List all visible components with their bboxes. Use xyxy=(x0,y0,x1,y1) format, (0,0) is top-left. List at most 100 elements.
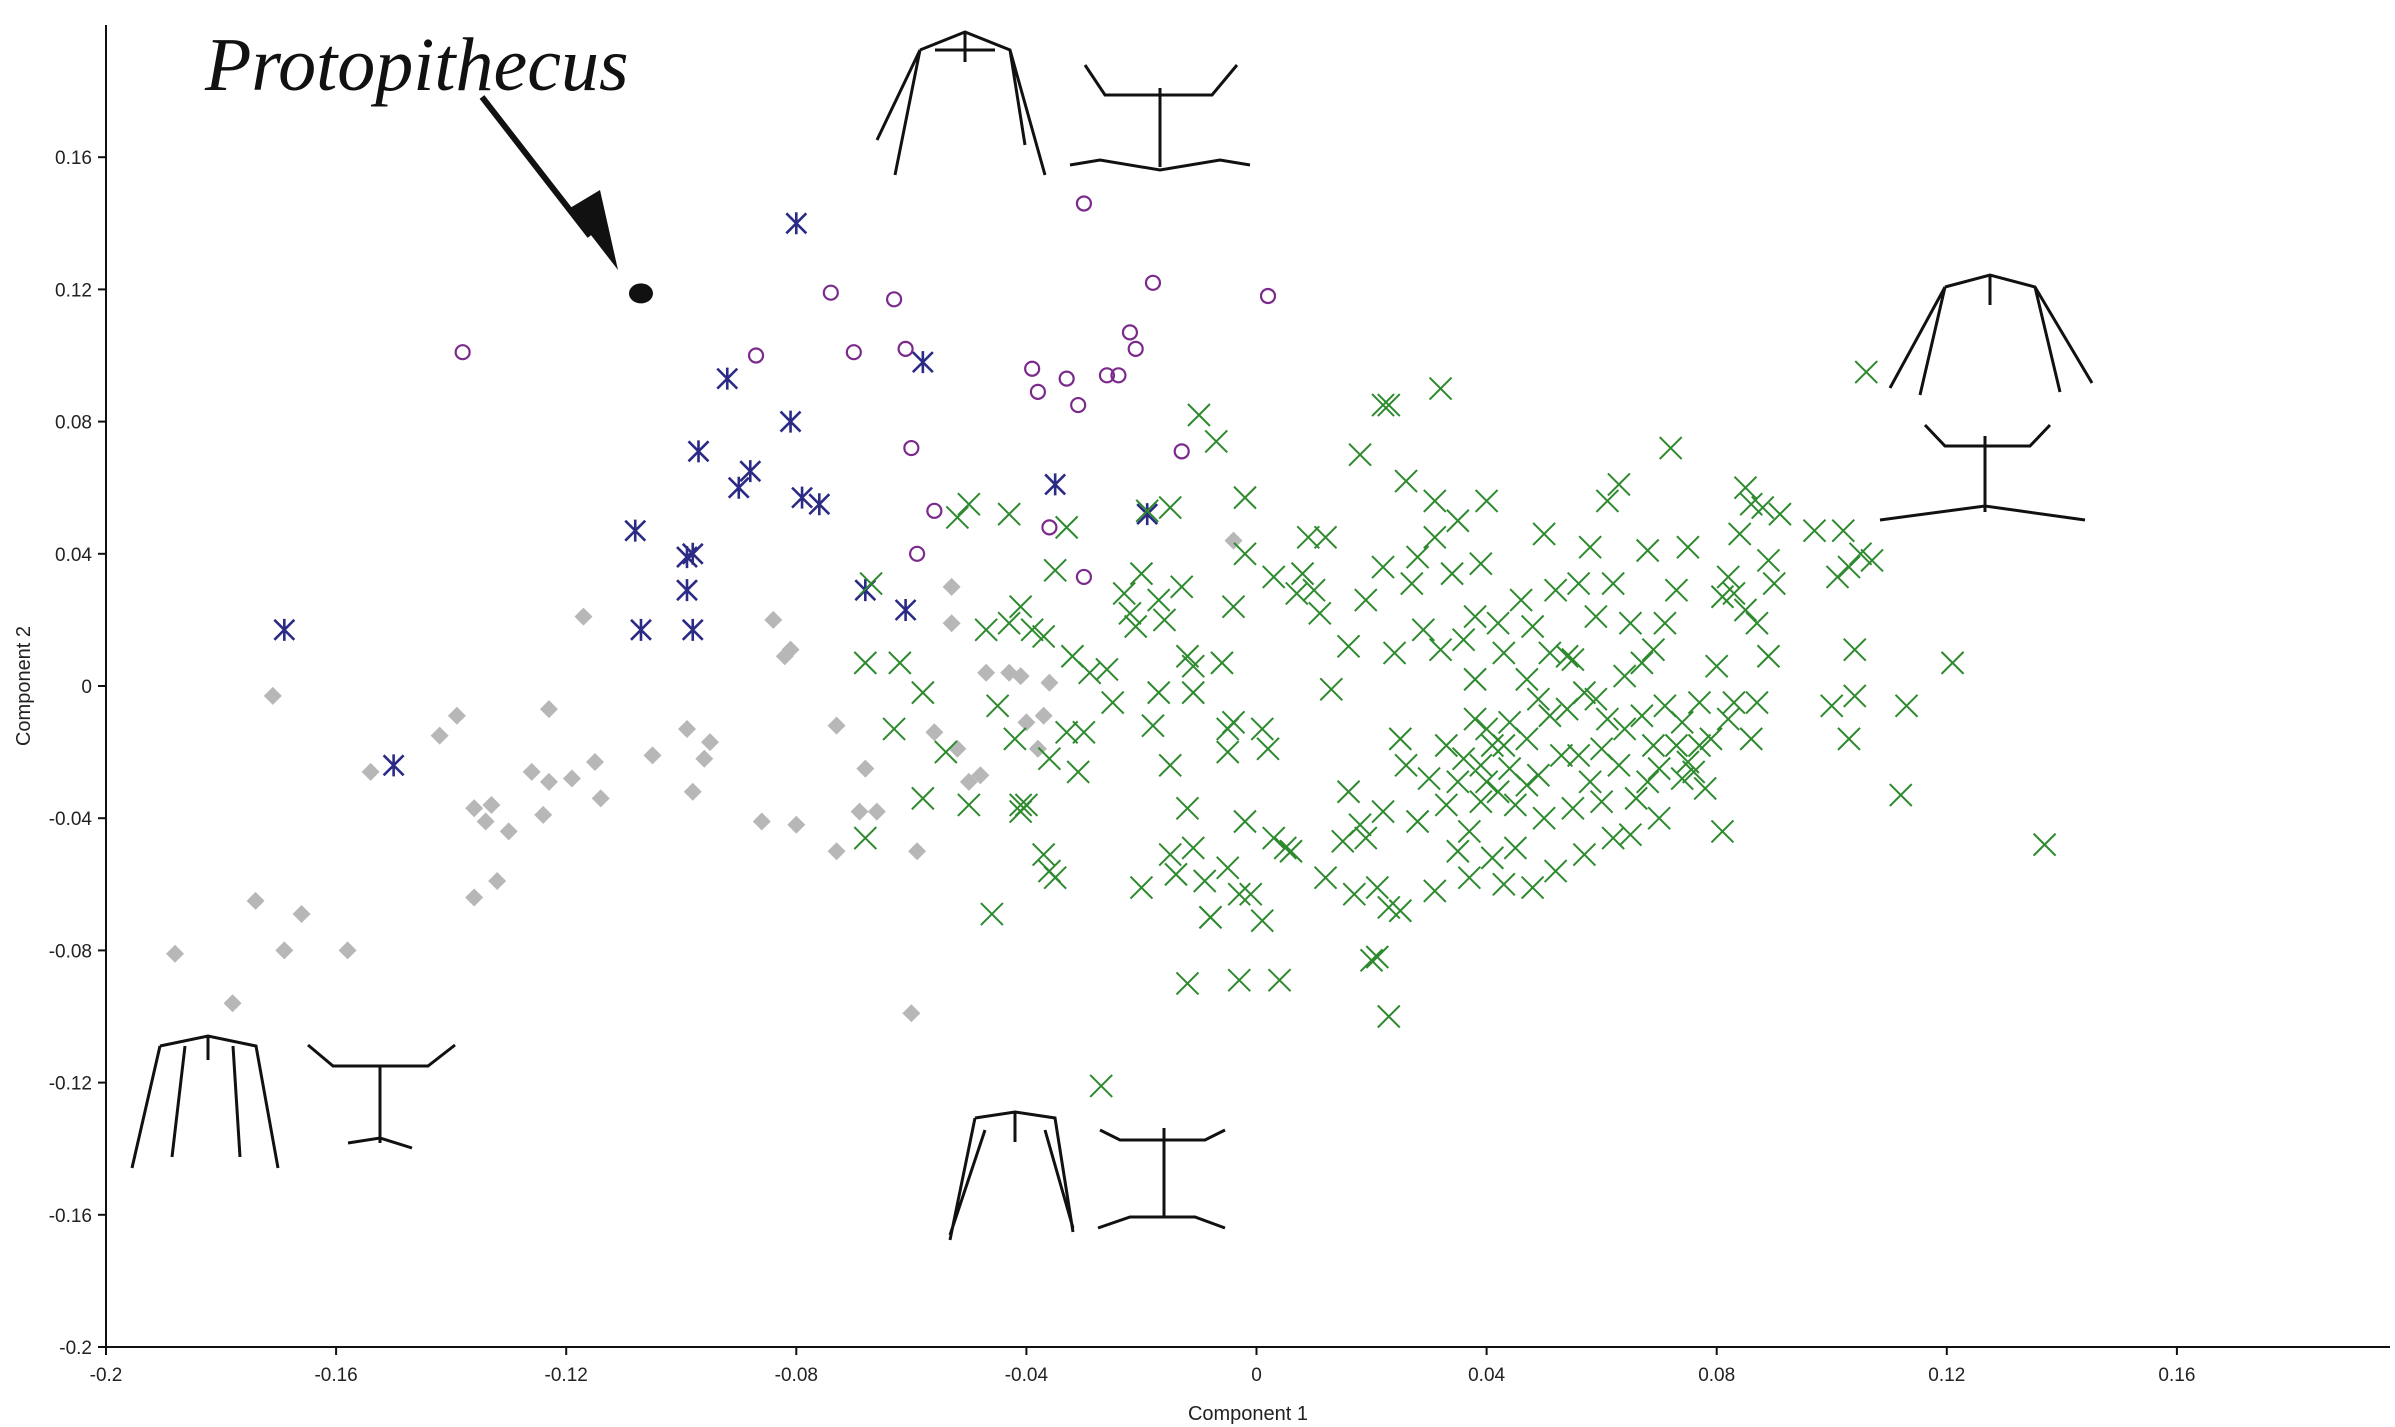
data-point-x xyxy=(1526,763,1551,787)
data-point-x xyxy=(1285,581,1309,606)
data-point-x xyxy=(882,717,906,741)
data-point-x xyxy=(1635,770,1660,794)
data-point-x xyxy=(1336,780,1361,804)
data-point-x xyxy=(1831,518,1855,543)
data-point-x xyxy=(1072,720,1096,744)
data-point-x xyxy=(1503,793,1528,817)
data-point-x xyxy=(1077,661,1102,685)
data-point-circle xyxy=(1127,340,1144,357)
data-point-x xyxy=(1198,905,1223,930)
data-point-x xyxy=(1641,733,1666,758)
data-point-x xyxy=(1313,525,1338,549)
data-point-x xyxy=(1492,641,1516,665)
y-tick-label: 0.08 xyxy=(55,413,92,434)
data-point-asterisk xyxy=(779,410,802,433)
data-point-x xyxy=(1658,436,1683,460)
x-axis-ticks: -0.2 -0.16 -0.12 -0.08 -0.04 0 0.04 0.08 0.12 0.1… xyxy=(90,1347,2195,1386)
data-point-diamond xyxy=(338,941,357,960)
data-point-x xyxy=(1463,707,1487,731)
data-point-x xyxy=(1354,588,1378,612)
protopithecus-point xyxy=(628,283,653,304)
data-point-x xyxy=(1359,948,1384,973)
data-point-circle xyxy=(1098,367,1116,384)
data-point-x xyxy=(1837,555,1861,579)
data-point-x xyxy=(1607,472,1631,497)
shape-diagram-top xyxy=(875,30,1251,176)
data-point-x xyxy=(1446,770,1470,794)
data-point-x xyxy=(1480,733,1505,758)
data-point-x xyxy=(1641,637,1666,662)
data-point-diamond xyxy=(678,719,697,738)
data-point-x xyxy=(1428,376,1453,401)
data-point-x xyxy=(1262,826,1286,850)
data-point-x xyxy=(1474,489,1499,513)
data-point-x xyxy=(1037,747,1062,771)
data-point-asterisk xyxy=(630,618,652,641)
data-point-diamond xyxy=(585,753,604,772)
data-point-x xyxy=(1129,875,1154,900)
data-point-x xyxy=(957,793,981,817)
data-point-x xyxy=(1595,489,1620,513)
data-point-x xyxy=(1158,753,1182,778)
y-tick-label: 0 xyxy=(81,677,92,698)
data-point-x xyxy=(1193,869,1217,893)
data-point-x xyxy=(1227,968,1251,992)
data-point-x xyxy=(1221,710,1246,735)
data-point-asterisk xyxy=(681,542,704,565)
data-point-diamond xyxy=(465,888,484,907)
data-point-diamond xyxy=(948,739,967,758)
data-point-x xyxy=(1670,766,1694,791)
data-point-diamond xyxy=(867,802,886,821)
data-point-x xyxy=(1290,561,1315,586)
data-point-x xyxy=(1371,555,1395,579)
data-point-x xyxy=(1457,865,1482,890)
data-point-x xyxy=(1509,588,1533,612)
data-point-x xyxy=(1308,601,1332,625)
data-point-x xyxy=(1008,594,1033,619)
data-point-x xyxy=(1704,654,1729,678)
data-point-diamond xyxy=(223,994,242,1013)
data-point-x xyxy=(1664,733,1689,758)
data-point-x xyxy=(1889,783,1913,807)
data-point-x xyxy=(1417,766,1441,791)
shape-diagram-bottom xyxy=(948,1110,1226,1241)
data-point-x xyxy=(1233,542,1257,566)
shape-diagram-bottom-left xyxy=(130,1034,456,1169)
data-point-x xyxy=(1469,552,1493,576)
data-point-x xyxy=(1175,796,1200,820)
data-point-x xyxy=(1584,604,1608,629)
data-point-x xyxy=(1555,644,1579,668)
data-point-x xyxy=(1446,509,1470,533)
data-point-diamond xyxy=(591,789,610,808)
data-point-diamond xyxy=(781,640,800,659)
data-point-x xyxy=(1095,657,1119,682)
data-point-diamond xyxy=(1034,706,1053,725)
data-point-diamond xyxy=(1224,531,1243,550)
data-point-x xyxy=(1595,707,1620,731)
data-point-circle xyxy=(1024,360,1041,377)
data-point-x xyxy=(1129,561,1154,586)
data-point-x xyxy=(1733,598,1758,622)
data-point-x xyxy=(853,651,878,675)
data-point-x xyxy=(1843,637,1867,662)
data-point-x xyxy=(1561,647,1585,672)
data-point-diamond xyxy=(977,663,996,682)
x-tick-label: -0.2 xyxy=(90,1365,123,1386)
annotation-arrowhead xyxy=(570,190,618,270)
data-point-diamond xyxy=(764,610,783,629)
data-point-x xyxy=(1112,581,1136,606)
data-point-x xyxy=(1434,793,1459,817)
data-point-x xyxy=(1394,753,1418,778)
data-point-x xyxy=(1492,733,1516,758)
data-point-x xyxy=(1147,588,1171,612)
data-point-x xyxy=(1451,628,1476,652)
data-point-diamond xyxy=(539,700,558,719)
data-point-asterisk xyxy=(791,486,813,509)
y-tick-label: 0.04 xyxy=(55,545,92,566)
data-point-x xyxy=(1428,637,1453,662)
data-point-x xyxy=(1664,578,1689,602)
data-point-x xyxy=(1141,713,1165,738)
data-point-diamond xyxy=(534,805,553,824)
data-point-diamond xyxy=(856,759,875,778)
data-point-x xyxy=(1515,773,1539,797)
